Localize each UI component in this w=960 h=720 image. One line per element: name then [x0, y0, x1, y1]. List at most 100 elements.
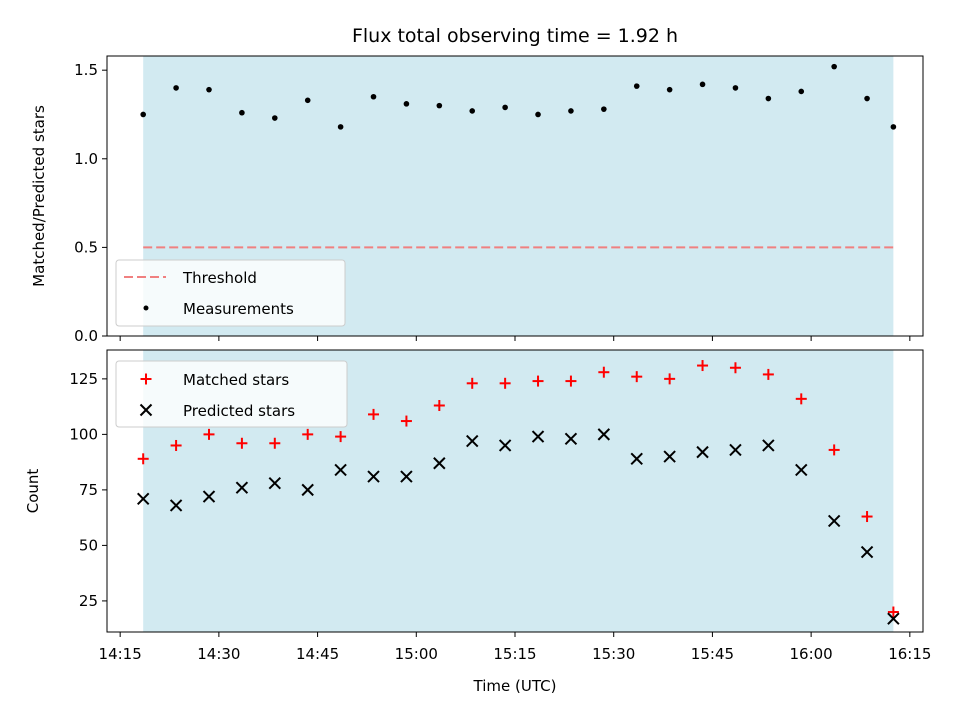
predicted-star-point [663, 450, 676, 463]
measurement-point [666, 86, 673, 93]
top-plot-frame [106, 55, 924, 337]
measurement-point [699, 81, 706, 88]
x-tick-label: 14:30 [197, 645, 240, 663]
bottom-y-axis-label: Count [24, 469, 42, 514]
predicted-star-point [367, 470, 380, 483]
top-x-ticks [119, 336, 911, 341]
y-tick-label: 125 [69, 370, 98, 388]
y-tick-label: 1.0 [74, 150, 98, 168]
matched-star-point [631, 371, 643, 383]
matched-star-point [795, 393, 807, 405]
measurement-point [140, 111, 146, 118]
legend-predicted-swatch [139, 403, 153, 417]
measurement-point [206, 86, 212, 93]
predicted-stars-points [136, 428, 900, 625]
matched-star-point [664, 373, 676, 385]
measurement-points [140, 63, 897, 130]
predicted-star-point [268, 477, 282, 490]
bottom-x-ticks: 14:15 14:30 14:45 15:00 15:15 15:30 15:45 16:00… [99, 632, 931, 663]
count-panel: 25 50 75 100 125 14:15 14:30 14:45 15:00 15:15 15… [24, 349, 931, 695]
predicted-star-point [169, 499, 183, 512]
measurement-point [765, 95, 772, 102]
predicted-star-point [860, 545, 874, 559]
matched-star-point [828, 444, 840, 456]
legend-x-marker [139, 403, 153, 417]
top-legend: Threshold Measurements [115, 259, 346, 327]
measurement-point [798, 88, 805, 95]
measurement-point [469, 108, 476, 114]
matched-stars-points [137, 360, 899, 618]
legend-measurements-label: Measurements [183, 300, 294, 318]
matched-star-point [887, 606, 899, 618]
measurement-point [304, 97, 311, 104]
matched-star-point [137, 453, 149, 465]
legend-measurements-swatch [143, 305, 149, 311]
predicted-star-point [136, 492, 150, 505]
x-tick-label: 14:45 [296, 645, 339, 663]
measurement-point [601, 106, 607, 112]
predicted-star-point [762, 439, 775, 452]
bottom-y-ticks: 25 50 75 100 125 [69, 370, 107, 610]
matched-star-point [499, 377, 511, 389]
predicted-star-point [887, 612, 900, 625]
measurement-point [370, 93, 377, 100]
ratio-panel: 0.0 0.5 1.0 1.5 Matched/Predicted stars Thr… [30, 55, 924, 345]
matched-star-point [861, 511, 873, 523]
matched-star-point [729, 362, 741, 374]
measurement-point [831, 63, 837, 70]
matched-star-point [170, 439, 182, 451]
predicted-star-point [597, 428, 611, 441]
matched-star-point [697, 360, 709, 372]
predicted-star-point [301, 483, 314, 497]
y-tick-label: 0.5 [74, 238, 98, 256]
x-tick-label: 16:00 [790, 645, 833, 663]
predicted-star-point [400, 470, 413, 483]
matched-star-point [762, 368, 774, 380]
top-y-ticks: 0.0 0.5 1.0 1.5 [74, 61, 107, 345]
x-tick-label: 15:45 [691, 645, 734, 663]
measurement-point [535, 111, 541, 118]
legend-predicted-label: Predicted stars [183, 402, 295, 420]
measurement-point [239, 109, 245, 116]
predicted-star-point [531, 430, 545, 443]
predicted-star-point [795, 463, 808, 477]
predicted-star-point [202, 490, 216, 503]
top-y-axis-label: Matched/Predicted stars [30, 105, 48, 287]
predicted-star-point [235, 481, 249, 494]
matched-star-point [532, 375, 544, 387]
matched-star-point [565, 375, 577, 387]
legend-matched-label: Matched stars [183, 371, 289, 389]
predicted-star-point [827, 514, 841, 528]
predicted-star-point [466, 434, 479, 448]
matched-star-point [400, 415, 412, 427]
measurement-point [732, 85, 739, 91]
x-tick-label: 15:15 [493, 645, 536, 663]
chart-title: Flux total observing time = 1.92 h [352, 25, 678, 47]
matched-star-point [302, 428, 314, 440]
measurement-point [568, 108, 574, 114]
predicted-star-point [564, 432, 578, 446]
x-tick-label: 14:15 [99, 645, 142, 663]
y-tick-label: 1.5 [74, 61, 98, 79]
bottom-legend: Matched stars Predicted stars [115, 360, 348, 428]
matched-star-point [368, 408, 380, 420]
measurement-point [436, 102, 443, 109]
matched-star-point [466, 377, 478, 389]
matched-star-point [269, 437, 281, 449]
x-axis-label: Time (UTC) [473, 677, 557, 695]
matched-star-point [203, 428, 215, 440]
bottom-legend-box [115, 360, 348, 428]
y-tick-label: 100 [69, 425, 98, 443]
predicted-star-point [696, 445, 709, 459]
y-tick-label: 25 [79, 592, 98, 610]
measurement-point [272, 115, 278, 121]
matched-star-point [335, 431, 347, 443]
x-tick-label: 15:30 [592, 645, 635, 663]
predicted-star-point [729, 443, 742, 457]
legend-matched-swatch [140, 373, 152, 385]
predicted-star-point [630, 452, 643, 466]
y-tick-label: 75 [79, 481, 98, 499]
measurement-point [337, 124, 344, 130]
measurement-point [633, 83, 640, 89]
